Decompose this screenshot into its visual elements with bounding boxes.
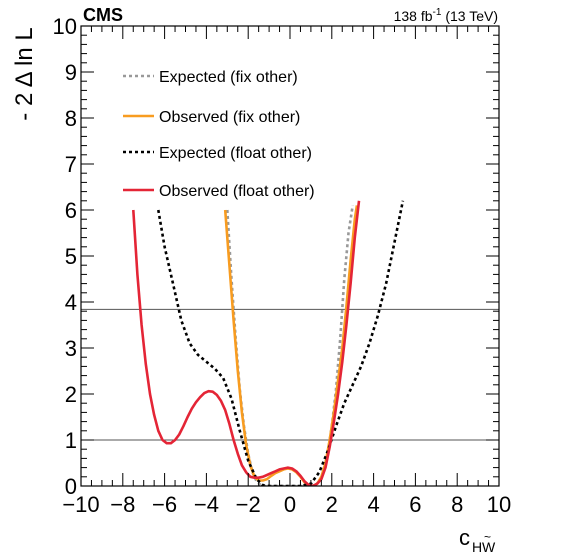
legend-label-3: Observed (float other) bbox=[159, 183, 315, 200]
x-tick-label-8: 6 bbox=[409, 492, 421, 517]
legend: Expected (fix other) Observed (fix other)… bbox=[123, 69, 315, 200]
x-axis-label-sub-h: H bbox=[472, 539, 482, 555]
y-tick-label-0: 0 bbox=[65, 474, 77, 499]
lumi-value: 138 fb bbox=[394, 8, 433, 24]
y-tick-label-5: 5 bbox=[65, 244, 77, 269]
lumi-energy: (13 TeV) bbox=[441, 8, 498, 24]
x-axis-label: c H W ~ bbox=[459, 525, 496, 555]
y-axis-label: - 2 Δ ln L bbox=[11, 27, 38, 120]
plot-frame bbox=[80, 25, 500, 487]
y-tick-label-9: 9 bbox=[65, 60, 77, 85]
x-tick-label-2: −6 bbox=[152, 492, 177, 517]
x-tick-label-4: −2 bbox=[236, 492, 261, 517]
x-tick-label-1: −8 bbox=[110, 492, 135, 517]
ticks-layer bbox=[80, 25, 500, 487]
y-tick-label-3: 3 bbox=[65, 336, 77, 361]
y-tick-label-2: 2 bbox=[65, 382, 77, 407]
x-tick-label-10: 10 bbox=[487, 492, 511, 517]
x-axis-label-base: c bbox=[459, 525, 470, 550]
x-tick-label-5: 0 bbox=[284, 492, 296, 517]
series-layer bbox=[132, 200, 405, 486]
x-axis-label-sub-w: W bbox=[482, 539, 496, 555]
lumi-exponent: -1 bbox=[433, 7, 442, 18]
legend-label-1: Observed (fix other) bbox=[159, 109, 300, 126]
x-tick-label-0: −10 bbox=[62, 492, 99, 517]
x-tick-labels: −10 −8 −6 −4 −2 0 2 4 6 8 10 bbox=[62, 492, 511, 517]
legend-label-2: Expected (float other) bbox=[159, 145, 312, 162]
x-tick-label-3: −4 bbox=[194, 492, 219, 517]
lumi-label: 138 fb-1 (13 TeV) bbox=[394, 7, 498, 24]
reference-lines bbox=[81, 308, 499, 441]
y-tick-label-1: 1 bbox=[65, 428, 77, 453]
y-tick-label-7: 7 bbox=[65, 152, 77, 177]
y-tick-label-6: 6 bbox=[65, 198, 77, 223]
series-line-1 bbox=[223, 205, 359, 486]
x-tick-label-6: 2 bbox=[326, 492, 338, 517]
x-axis-label-tilde: ~ bbox=[484, 530, 491, 544]
y-tick-label-4: 4 bbox=[65, 290, 77, 315]
x-tick-label-9: 8 bbox=[451, 492, 463, 517]
y-tick-label-8: 8 bbox=[65, 106, 77, 131]
legend-label-0: Expected (fix other) bbox=[159, 69, 298, 86]
series-line-3 bbox=[132, 200, 361, 486]
series-line-2 bbox=[157, 200, 405, 486]
y-tick-label-10: 10 bbox=[53, 14, 77, 39]
y-tick-labels: 0 1 2 3 4 5 6 7 8 9 10 bbox=[53, 14, 77, 499]
experiment-label: CMS bbox=[83, 5, 123, 25]
x-tick-label-7: 4 bbox=[367, 492, 379, 517]
